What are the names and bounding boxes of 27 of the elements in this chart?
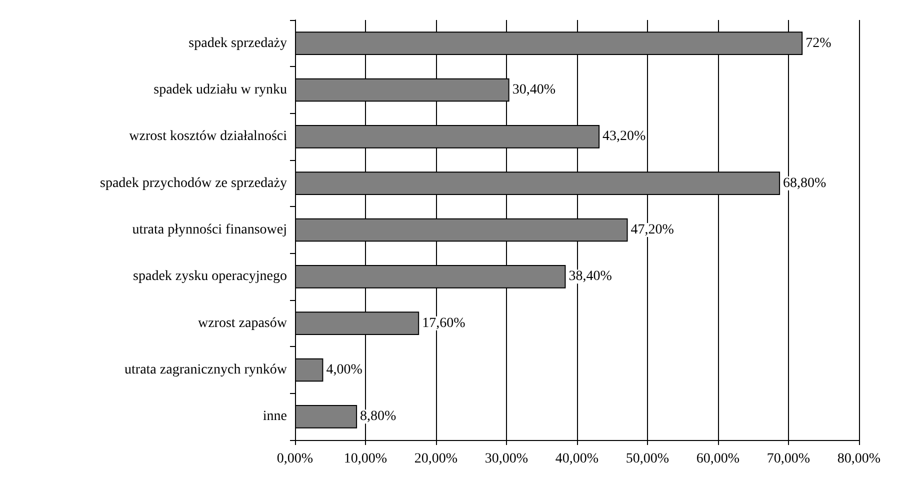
data-label: 17,60%: [422, 316, 466, 331]
y-tick-label: inne: [262, 409, 287, 424]
y-tick-label: utrata zagranicznych rynków: [124, 362, 288, 378]
data-label: 43,20%: [602, 129, 646, 144]
data-label: 68,80%: [783, 176, 827, 191]
x-tick-label: 70,00%: [766, 452, 810, 466]
data-label: 8,80%: [360, 409, 397, 424]
data-label: 4,00%: [326, 362, 363, 378]
x-tick-label: 10,00%: [344, 452, 388, 466]
x-tick-label: 40,00%: [555, 452, 599, 466]
x-tick-label: 30,00%: [484, 452, 528, 466]
data-label: 47,20%: [630, 222, 674, 238]
data-label: 72%: [806, 36, 832, 51]
y-tick-label: utrata płynności finansowej: [132, 222, 287, 238]
y-tick-label: spadek przychodów ze sprzedaży: [100, 176, 287, 191]
x-tick-label: 80,00%: [837, 452, 881, 466]
y-tick-label: spadek zysku operacyjnego: [133, 269, 287, 284]
x-tick-label: 60,00%: [696, 452, 740, 466]
x-tick-label: 50,00%: [626, 452, 670, 466]
x-tick-label: 20,00%: [414, 452, 458, 466]
x-tick-label: 0,00%: [276, 452, 314, 466]
y-tick-label: wzrost zapasów: [198, 316, 288, 331]
y-tick-label: wzrost kosztów działalności: [129, 129, 288, 144]
data-label: 38,40%: [568, 269, 612, 284]
y-tick-label: spadek udziału w rynku: [154, 82, 287, 98]
y-tick-label: spadek sprzedaży: [188, 36, 287, 51]
data-label: 30,40%: [512, 82, 556, 98]
